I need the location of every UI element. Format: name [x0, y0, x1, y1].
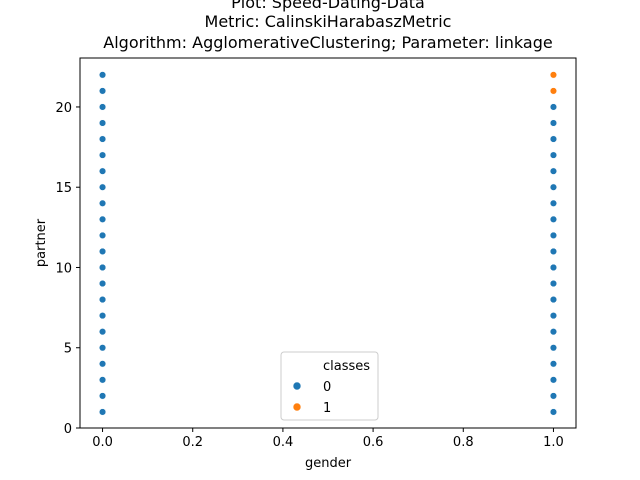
data-point-class-0 [98, 103, 107, 111]
x-tick-label: 0.8 [453, 435, 474, 450]
data-point-class-0 [98, 376, 107, 384]
data-points [98, 71, 558, 416]
data-point-class-0 [98, 279, 107, 288]
data-point-class-0 [549, 231, 558, 239]
data-point-class-0 [98, 328, 107, 336]
x-tick-label: 0.4 [273, 435, 294, 450]
data-point-class-0 [98, 247, 107, 255]
data-point-class-0 [549, 328, 558, 336]
data-point-class-0 [549, 392, 558, 400]
y-axis-label: partner [34, 218, 49, 267]
title-line-3: Algorithm: AgglomerativeClustering; Para… [103, 33, 552, 52]
data-point-class-0 [98, 151, 107, 159]
data-point-class-0 [98, 312, 107, 320]
x-axis-label: gender [305, 456, 352, 471]
data-point-class-0 [549, 135, 558, 143]
data-point-class-0 [549, 247, 558, 255]
data-point-class-0 [98, 231, 107, 239]
data-point-class-0 [549, 199, 558, 207]
legend: classes 0 1 [280, 351, 379, 421]
data-point-class-0 [98, 360, 107, 368]
data-point-class-0 [549, 215, 558, 223]
x-tick-label: 0.6 [363, 435, 384, 450]
title-line-1: Plot: Speed-Dating-Data [231, 0, 425, 12]
data-point-class-0 [549, 376, 558, 384]
data-point-class-0 [549, 408, 558, 416]
x-tick-label: 0.2 [182, 435, 203, 450]
x-tick-label: 1.0 [543, 435, 564, 450]
x-axis: 0.0 0.2 0.4 0.6 0.8 1.0 [92, 428, 564, 450]
data-point-class-0 [98, 408, 107, 416]
data-point-class-0 [98, 183, 107, 191]
data-point-class-0 [549, 183, 558, 191]
legend-label-1: 1 [323, 401, 331, 416]
legend-label-0: 0 [323, 380, 331, 395]
legend-marker-1 [292, 402, 302, 412]
data-point-class-1 [549, 87, 558, 95]
plot-frame [79, 57, 577, 429]
data-point-class-0 [549, 312, 558, 320]
data-point-class-0 [98, 215, 107, 223]
y-tick-label: 5 [64, 342, 72, 357]
data-point-class-0 [549, 263, 558, 272]
data-point-class-1 [549, 71, 558, 79]
data-point-class-0 [549, 360, 558, 368]
data-point-class-0 [98, 71, 107, 79]
title-line-2: Metric: CalinskiHarabaszMetric [205, 12, 452, 31]
y-axis: 0 5 10 15 20 [55, 101, 80, 437]
data-point-class-0 [98, 392, 107, 400]
data-point-class-0 [549, 167, 558, 175]
data-point-class-0 [98, 119, 107, 127]
chart-title: Plot: Speed-Dating-Data Metric: Calinski… [103, 0, 552, 52]
data-point-class-0 [98, 296, 107, 304]
data-point-class-0 [98, 87, 107, 95]
y-tick-label: 0 [64, 422, 72, 437]
data-point-class-0 [549, 103, 558, 111]
data-point-class-0 [98, 199, 107, 207]
y-tick-label: 15 [55, 181, 72, 196]
y-tick-label: 10 [55, 261, 72, 276]
legend-marker-0 [292, 381, 302, 391]
x-tick-label: 0.0 [92, 435, 113, 450]
data-point-class-0 [549, 296, 558, 304]
data-point-class-0 [549, 119, 558, 127]
data-point-class-0 [549, 279, 558, 288]
data-point-class-0 [98, 135, 107, 143]
data-point-class-0 [549, 151, 558, 159]
legend-frame [280, 351, 379, 421]
data-point-class-0 [98, 167, 107, 175]
y-tick-label: 20 [55, 101, 72, 116]
data-point-class-0 [549, 344, 558, 352]
data-point-class-0 [98, 263, 107, 272]
legend-title: classes [323, 359, 370, 374]
data-point-class-0 [98, 344, 107, 352]
